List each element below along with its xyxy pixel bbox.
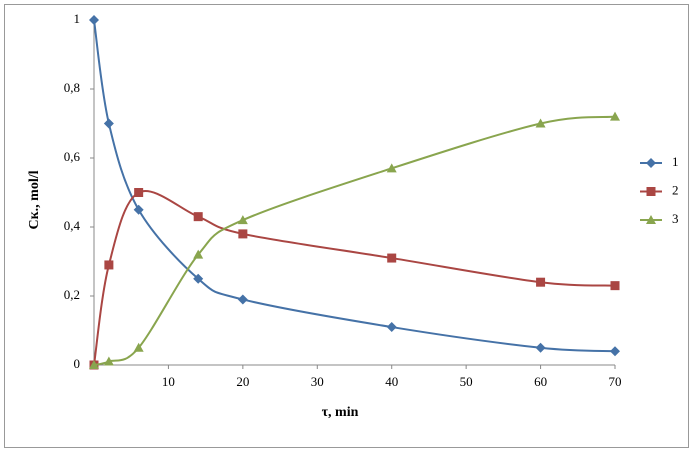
chart-frame [4,4,689,448]
marker [238,229,248,239]
x-tick-label: 50 [460,374,473,389]
y-tick-label: 0,4 [64,218,81,233]
legend-marker [646,187,656,196]
marker [133,342,144,352]
marker [133,204,144,215]
marker [237,294,248,305]
marker [386,163,397,173]
marker [193,273,204,284]
x-tick-label: 10 [162,374,175,389]
marker [193,212,203,222]
marker [89,15,99,25]
x-tick-label: 40 [385,374,398,389]
y-axis-label: Ск., mol/l [27,170,42,229]
marker [536,277,546,287]
legend-marker [646,158,656,168]
marker [237,215,248,225]
marker [89,360,99,369]
y-tick-label: 1 [74,11,81,26]
x-tick-label: 30 [311,374,324,389]
marker [535,342,546,353]
x-tick-label: 20 [236,374,249,389]
x-tick-label: 60 [534,374,547,389]
marker [103,356,114,366]
series-line [93,115,616,366]
legend-label: 3 [672,211,679,226]
marker [610,281,620,291]
legend-label: 2 [672,182,679,197]
y-tick-label: 0,8 [64,80,80,95]
marker [386,322,397,333]
marker [610,346,620,357]
x-tick-label: 70 [609,374,622,389]
x-axis-label: τ, min [322,405,359,420]
series-line [93,19,616,353]
legend-marker [646,215,656,224]
y-tick-label: 0,2 [64,287,80,302]
marker [134,188,144,197]
y-tick-label: 0,6 [64,149,81,164]
marker [104,260,114,270]
marker [535,118,546,128]
marker [103,118,114,129]
legend-label: 1 [672,154,679,169]
marker [610,111,620,121]
marker [387,253,397,263]
marker [193,249,204,259]
y-tick-label: 0 [74,356,81,371]
